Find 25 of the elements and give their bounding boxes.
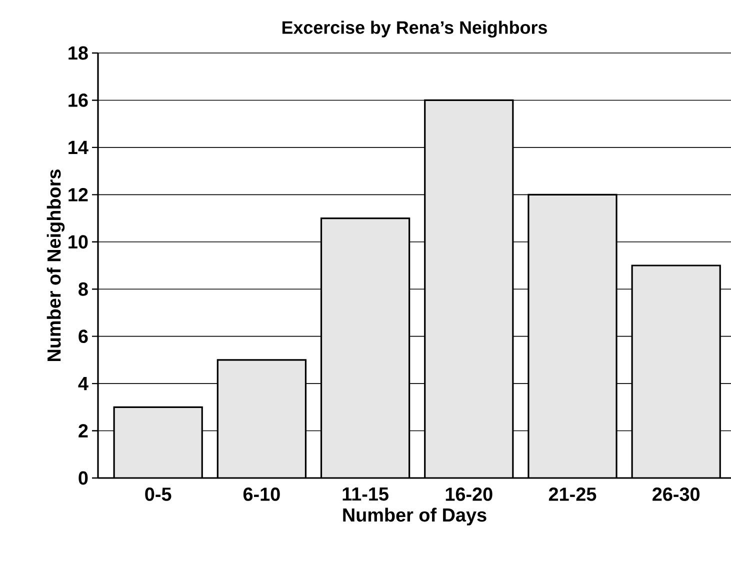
x-tick-label: 11-15 (342, 488, 388, 501)
y-tick-label: 4 (78, 377, 88, 390)
chart-title: Excercise by Rena’s Neighbors (282, 20, 547, 38)
bar (528, 194, 617, 478)
y-tick-label: 2 (78, 424, 88, 438)
bar (424, 100, 513, 478)
y-tick-label: 6 (78, 330, 88, 344)
y-tick-label: 8 (78, 282, 88, 296)
x-axis-title: Number of Days (343, 508, 486, 526)
y-axis-title: Number of Neighbors (46, 170, 65, 361)
x-tick-label: 21-25 (548, 488, 596, 501)
x-tick-label: 16-20 (446, 488, 492, 501)
y-tick-label: 16 (68, 94, 88, 107)
x-tick-label: 6-10 (243, 488, 280, 501)
y-tick-label: 14 (68, 140, 88, 154)
y-tick-label: 0 (78, 471, 88, 485)
bar (218, 360, 306, 478)
x-tick-label: 26-30 (652, 488, 700, 501)
bar (631, 264, 721, 478)
x-tick-label: 0-5 (145, 488, 172, 501)
y-tick-label: 18 (68, 46, 88, 60)
bar (321, 218, 410, 478)
y-tick-label: 12 (68, 188, 88, 202)
bar (114, 407, 202, 478)
y-tick-label: 10 (68, 235, 88, 249)
